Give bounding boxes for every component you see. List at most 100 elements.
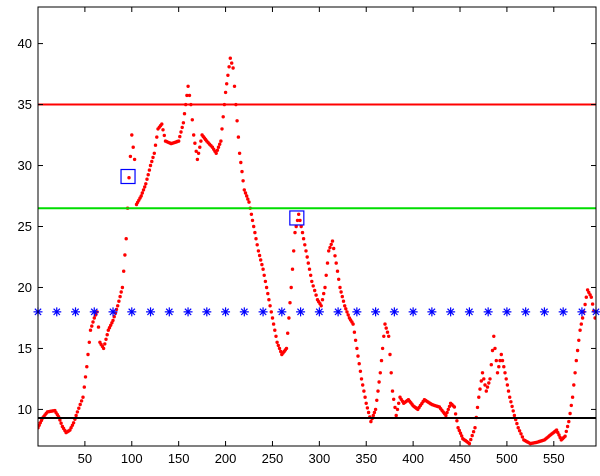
signal-point: [274, 335, 277, 338]
signal-point: [331, 239, 334, 242]
signal-point: [341, 295, 344, 298]
signal-point: [253, 231, 256, 234]
signal-point: [293, 231, 296, 234]
signal-point: [372, 414, 375, 417]
x-tick-label: 500: [496, 451, 518, 466]
x-tick-label: 250: [262, 451, 284, 466]
signal-point: [290, 286, 293, 289]
signal-point: [496, 371, 499, 374]
signal-point: [264, 280, 267, 283]
signal-point: [487, 381, 490, 384]
signal-point: [91, 320, 94, 323]
signal-point: [225, 82, 228, 85]
signal-point: [583, 303, 586, 306]
signal-point: [265, 286, 268, 289]
signal-point: [379, 371, 382, 374]
star-marker: [409, 307, 418, 316]
signal-point: [151, 156, 154, 159]
signal-point: [563, 435, 566, 438]
signal-point: [104, 338, 107, 341]
signal-point: [308, 268, 311, 271]
plot-area: [38, 7, 596, 446]
signal-point: [353, 331, 356, 334]
signal-point: [252, 225, 255, 228]
signal-point: [250, 213, 253, 216]
signal-point: [122, 270, 125, 273]
signal-point: [327, 249, 330, 252]
signal-point: [302, 237, 305, 240]
signal-point: [360, 377, 363, 380]
signal-point: [196, 158, 199, 161]
star-marker: [240, 307, 249, 316]
signal-point: [244, 191, 247, 194]
signal-point: [339, 290, 342, 293]
signal-point: [508, 396, 511, 399]
signal-point: [453, 405, 456, 408]
signal-point: [481, 371, 484, 374]
signal-point: [321, 298, 324, 301]
signal-point: [85, 365, 88, 368]
signal-point: [106, 333, 109, 336]
signal-point: [291, 268, 294, 271]
signal-point: [390, 371, 393, 374]
signal-point: [369, 420, 372, 423]
signal-point: [468, 442, 471, 445]
signal-point: [573, 371, 576, 374]
y-tick-label: 25: [18, 219, 32, 234]
signal-point: [220, 127, 223, 130]
signal-point: [581, 316, 584, 319]
signal-point: [80, 399, 83, 402]
signal-point: [235, 119, 238, 122]
signal-point: [336, 270, 339, 273]
signal-point: [445, 411, 448, 414]
signal-point: [257, 249, 260, 252]
signal-point: [359, 370, 362, 373]
signal-point: [330, 243, 333, 246]
signal-point: [376, 389, 379, 392]
signal-point: [133, 158, 136, 161]
signal-point: [178, 135, 181, 138]
signal-point: [343, 304, 346, 307]
signal-point: [585, 296, 588, 299]
signal-point: [77, 407, 80, 410]
signal-point: [277, 344, 280, 347]
signal-point: [81, 396, 84, 399]
signal-point: [358, 362, 361, 365]
signal-point: [251, 219, 254, 222]
signal-point: [444, 414, 447, 417]
signal-point: [259, 258, 262, 261]
signal-point: [123, 253, 126, 256]
signal-point: [332, 247, 335, 250]
star-marker: [446, 307, 455, 316]
y-tick-label: 40: [18, 36, 32, 51]
signal-point: [160, 122, 163, 125]
signal-point: [362, 389, 365, 392]
signal-point: [591, 302, 594, 305]
signal-point: [328, 246, 331, 249]
signal-point: [199, 139, 202, 142]
signal-point: [344, 307, 347, 310]
signal-point: [149, 164, 152, 167]
signal-point: [192, 133, 195, 136]
signal-point: [86, 353, 89, 356]
signal-point: [337, 278, 340, 281]
signal-point: [161, 128, 164, 131]
star-marker: [90, 307, 99, 316]
signal-point: [90, 324, 93, 327]
signal-point: [455, 419, 458, 422]
star-marker: [540, 307, 549, 316]
signal-point: [363, 396, 366, 399]
signal-point: [145, 178, 148, 181]
star-marker: [315, 307, 324, 316]
signal-point: [314, 293, 317, 296]
signal-point: [568, 412, 571, 415]
signal-point: [354, 339, 357, 342]
signal-point: [576, 349, 579, 352]
y-tick-label: 35: [18, 97, 32, 112]
signal-point: [216, 149, 219, 152]
signal-point: [510, 405, 513, 408]
signal-point: [472, 430, 475, 433]
signal-point: [263, 274, 266, 277]
signal-point: [111, 319, 114, 322]
signal-point: [326, 261, 329, 264]
